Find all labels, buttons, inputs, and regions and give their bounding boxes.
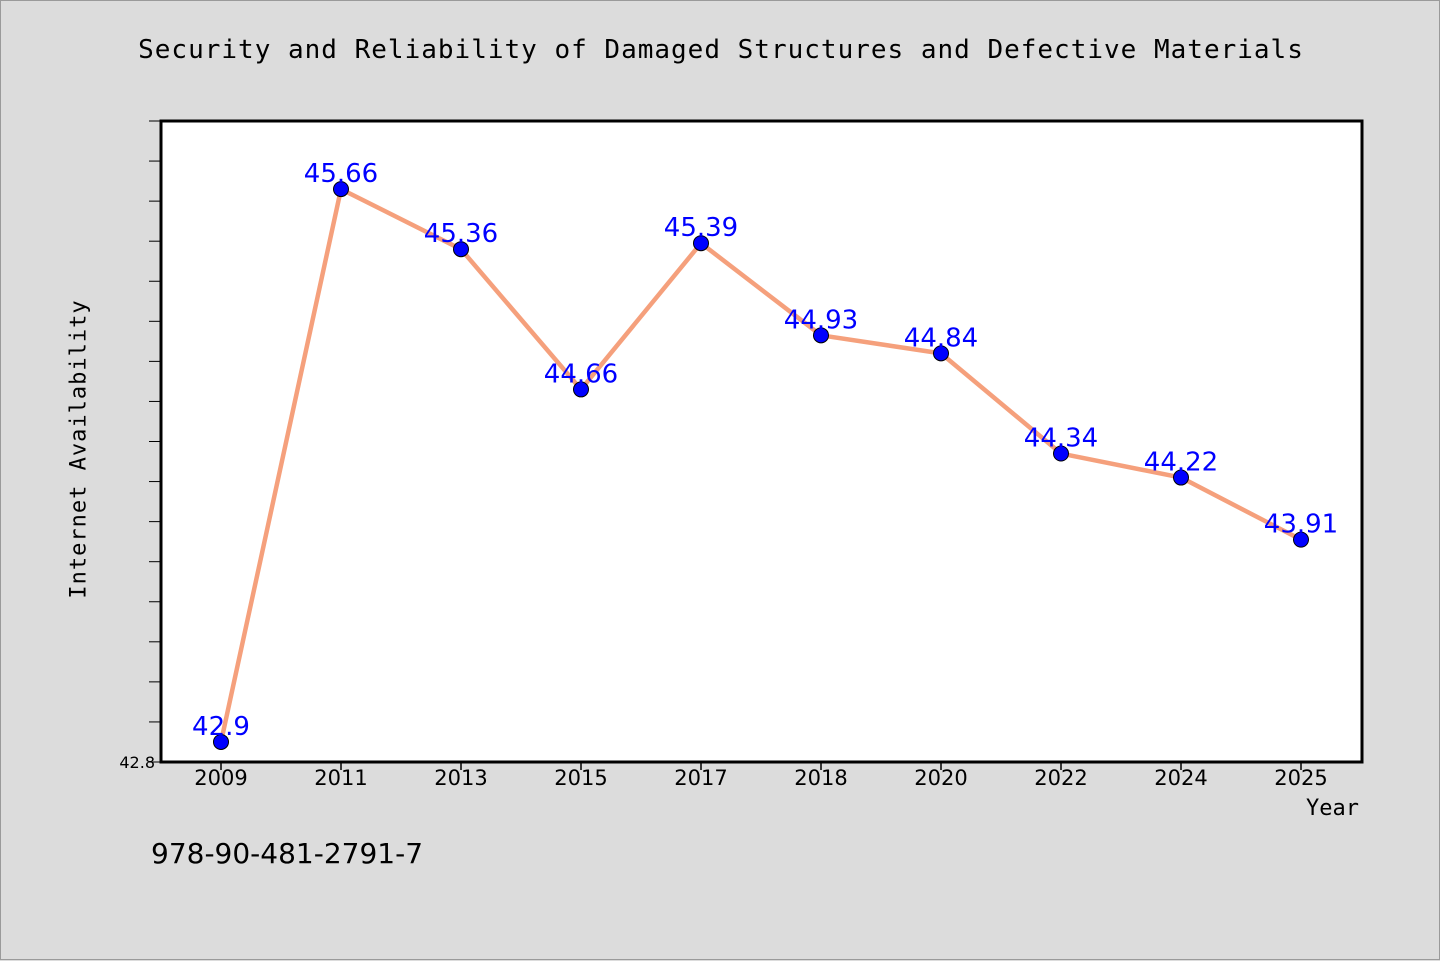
data-label: 44.66 <box>544 359 618 389</box>
data-label: 44.22 <box>1144 448 1218 478</box>
x-axis-label: Year <box>1306 796 1359 821</box>
series-line <box>218 186 1303 743</box>
data-point <box>213 733 229 750</box>
data-label: 45.66 <box>304 159 378 189</box>
data-point <box>1053 445 1069 462</box>
data-point <box>573 381 589 398</box>
data-point <box>1173 469 1189 486</box>
x-tick-label: 2025 <box>1274 766 1327 790</box>
data-label: 45.39 <box>664 213 738 243</box>
x-tick-label: 2018 <box>794 766 847 790</box>
y-axis-label: Internet Availability <box>66 299 92 599</box>
plot-border <box>159 119 1364 764</box>
data-label: 42.9 <box>192 712 250 742</box>
plot-area: 42.8 2009 2011 2013 2015 2017 2018 2020 2022 2024… <box>119 119 1364 790</box>
data-label: 44.84 <box>904 323 978 353</box>
footer-code: 978-90-481-2791-7 <box>151 837 424 870</box>
data-label: 45.36 <box>424 219 498 249</box>
x-tick-label: 2011 <box>314 766 367 790</box>
data-point <box>813 327 829 344</box>
x-tick-label: 2020 <box>914 766 967 790</box>
x-tick-label: 2009 <box>194 766 247 790</box>
x-tick-label: 2024 <box>1154 766 1207 790</box>
data-point <box>693 235 709 252</box>
chart-title: Security and Reliability of Damaged Stru… <box>138 35 1304 65</box>
data-label: 44.93 <box>784 305 858 335</box>
x-tick-label: 2017 <box>674 766 727 790</box>
x-tick-label: 2013 <box>434 766 487 790</box>
y-tick-label: 42.8 <box>119 753 155 772</box>
data-point <box>453 241 469 258</box>
x-tick-label: 2015 <box>554 766 607 790</box>
data-label: 44.34 <box>1024 424 1098 454</box>
x-tick-label: 2022 <box>1034 766 1087 790</box>
data-point <box>1293 531 1309 548</box>
data-point <box>933 345 949 362</box>
data-point <box>333 181 349 198</box>
data-label: 43.91 <box>1264 510 1338 540</box>
